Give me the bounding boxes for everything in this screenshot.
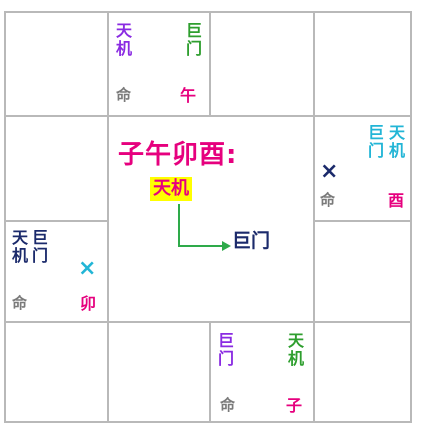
mao-cross-mark: × bbox=[78, 256, 97, 281]
cell-chou bbox=[107, 321, 211, 423]
zi-star-jumen: 巨门 bbox=[218, 331, 235, 368]
cell-shen bbox=[313, 11, 412, 117]
you-cross-mark: × bbox=[320, 159, 339, 184]
center-title: 子午卯酉: bbox=[118, 140, 238, 170]
cell-yin bbox=[4, 321, 109, 423]
mao-star-tianji: 天机 bbox=[12, 228, 29, 265]
mao-star-jumen: 巨门 bbox=[32, 228, 49, 265]
highlight-label: 天机 bbox=[150, 177, 192, 201]
cell-wei bbox=[209, 11, 315, 117]
wu-branch: 午 bbox=[180, 86, 197, 105]
wu-ming: 命 bbox=[116, 86, 132, 104]
arrow-target-label: 巨门 bbox=[232, 230, 271, 252]
mao-branch: 卯 bbox=[80, 294, 97, 313]
cell-chen bbox=[4, 115, 109, 222]
cell-hai bbox=[313, 321, 412, 423]
mao-ming: 命 bbox=[12, 294, 28, 312]
wu-star-jumen: 巨门 bbox=[186, 21, 203, 58]
you-star-jumen: 巨门 bbox=[368, 123, 385, 160]
you-ming: 命 bbox=[320, 191, 336, 209]
you-branch: 酉 bbox=[388, 191, 405, 210]
wu-star-tianji: 天机 bbox=[116, 21, 133, 58]
cell-si bbox=[4, 11, 109, 117]
zi-ming: 命 bbox=[220, 396, 236, 414]
cell-xu bbox=[313, 220, 412, 323]
zi-star-tianji: 天机 bbox=[288, 331, 305, 368]
you-star-tianji: 天机 bbox=[389, 123, 406, 160]
zi-branch: 子 bbox=[286, 396, 303, 415]
